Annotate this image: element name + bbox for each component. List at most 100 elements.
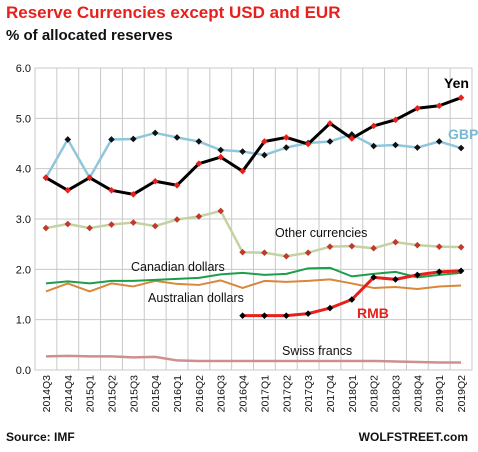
series-label: Australian dollars [148,291,244,305]
series-gbp [42,129,465,182]
data-point [435,102,443,110]
x-tick-label: 2016Q3 [216,375,228,413]
grid-lines [34,67,473,371]
data-point [239,148,246,155]
series-line [44,131,462,179]
x-tick-label: 2015Q2 [106,375,118,413]
series-other-currencies [42,207,465,260]
data-point [217,146,225,154]
data-point [64,136,72,143]
data-point [326,120,334,127]
series-lines [42,94,465,364]
y-tick-label: 6.0 [16,63,31,75]
data-point [326,304,334,312]
x-tick-label: 2015Q3 [128,375,140,413]
data-point [261,312,268,319]
data-point [282,144,290,151]
series-label: Canadian dollars [131,260,225,274]
data-point [261,138,268,145]
series-label: Yen [444,75,469,91]
data-point [348,135,356,142]
data-point [195,213,203,220]
series-labels: Yen GBP Other currencies Canadian dollars Au… [131,75,478,358]
data-point [392,276,399,283]
data-point [151,177,159,185]
data-point [370,142,377,150]
data-point [64,220,72,228]
series-line [45,278,462,293]
data-point [304,140,312,148]
data-point [108,187,115,194]
data-point [151,129,159,137]
data-point [108,221,115,228]
x-tick-label: 2015Q4 [150,375,162,413]
x-tick-label: 2019Q2 [456,375,468,413]
data-point [130,191,137,198]
x-tick-label: 2016Q2 [194,375,206,413]
x-tick-label: 2016Q4 [238,375,250,413]
x-tick-label: 2017Q4 [325,375,337,413]
x-tick-label: 2017Q3 [303,375,315,413]
data-point [326,243,334,250]
series-line [45,209,462,258]
x-tick-label: 2018Q2 [369,375,381,413]
data-point [239,248,246,256]
x-tick-label: 2014Q3 [41,375,53,413]
data-point [261,249,268,257]
data-point [326,138,334,145]
y-tick-label: 4.0 [16,164,31,176]
x-tick-label: 2019Q1 [434,375,446,413]
data-point [282,252,290,260]
data-point [195,160,203,167]
data-point [392,238,399,246]
data-point [304,310,312,317]
data-point [108,136,115,143]
data-point [457,267,465,275]
data-point [282,134,290,141]
data-point [414,104,421,112]
y-tick-label: 5.0 [16,113,31,125]
data-point [392,141,399,149]
data-point [42,224,50,232]
data-point [173,216,181,223]
x-tick-label: 2018Q4 [412,375,424,413]
data-point [457,144,465,152]
data-point [42,174,50,182]
x-tick-label: 2017Q2 [281,375,293,413]
y-tick-label: 1.0 [16,315,31,327]
series-australian-dollars [45,278,462,293]
data-point [348,242,356,250]
series-canadian-dollars [45,266,462,285]
data-point [348,296,356,303]
y-tick-label: 2.0 [16,264,31,276]
y-tick-label: 3.0 [16,214,31,226]
series-rmb [239,267,465,319]
x-tick-label: 2016Q1 [172,375,184,413]
series-label: RMB [357,305,389,321]
data-point [130,219,137,226]
x-tick-label: 2018Q3 [391,375,403,413]
chart-title: Reserve Currencies except USD and EUR [6,3,341,22]
data-point [392,116,399,124]
data-point [86,224,93,232]
data-point [304,249,312,257]
data-point [370,122,377,130]
data-point [435,268,443,276]
data-point [195,138,203,145]
series-label: Swiss francs [282,344,352,358]
data-point [370,244,377,252]
data-point [239,312,246,319]
series-yen [42,94,465,198]
series-label: GBP [448,126,478,142]
x-tick-label: 2015Q1 [85,375,97,413]
brand-watermark: WOLFSTREET.com [358,430,468,444]
data-point [239,167,246,175]
data-point [414,271,421,279]
data-point [173,181,181,189]
data-point [457,243,465,251]
x-tick-labels: 2014Q3 2014Q4 2015Q1 2015Q2 2015Q3 2015Q4 2016… [41,375,468,413]
data-point [261,151,268,159]
data-point [370,274,377,281]
